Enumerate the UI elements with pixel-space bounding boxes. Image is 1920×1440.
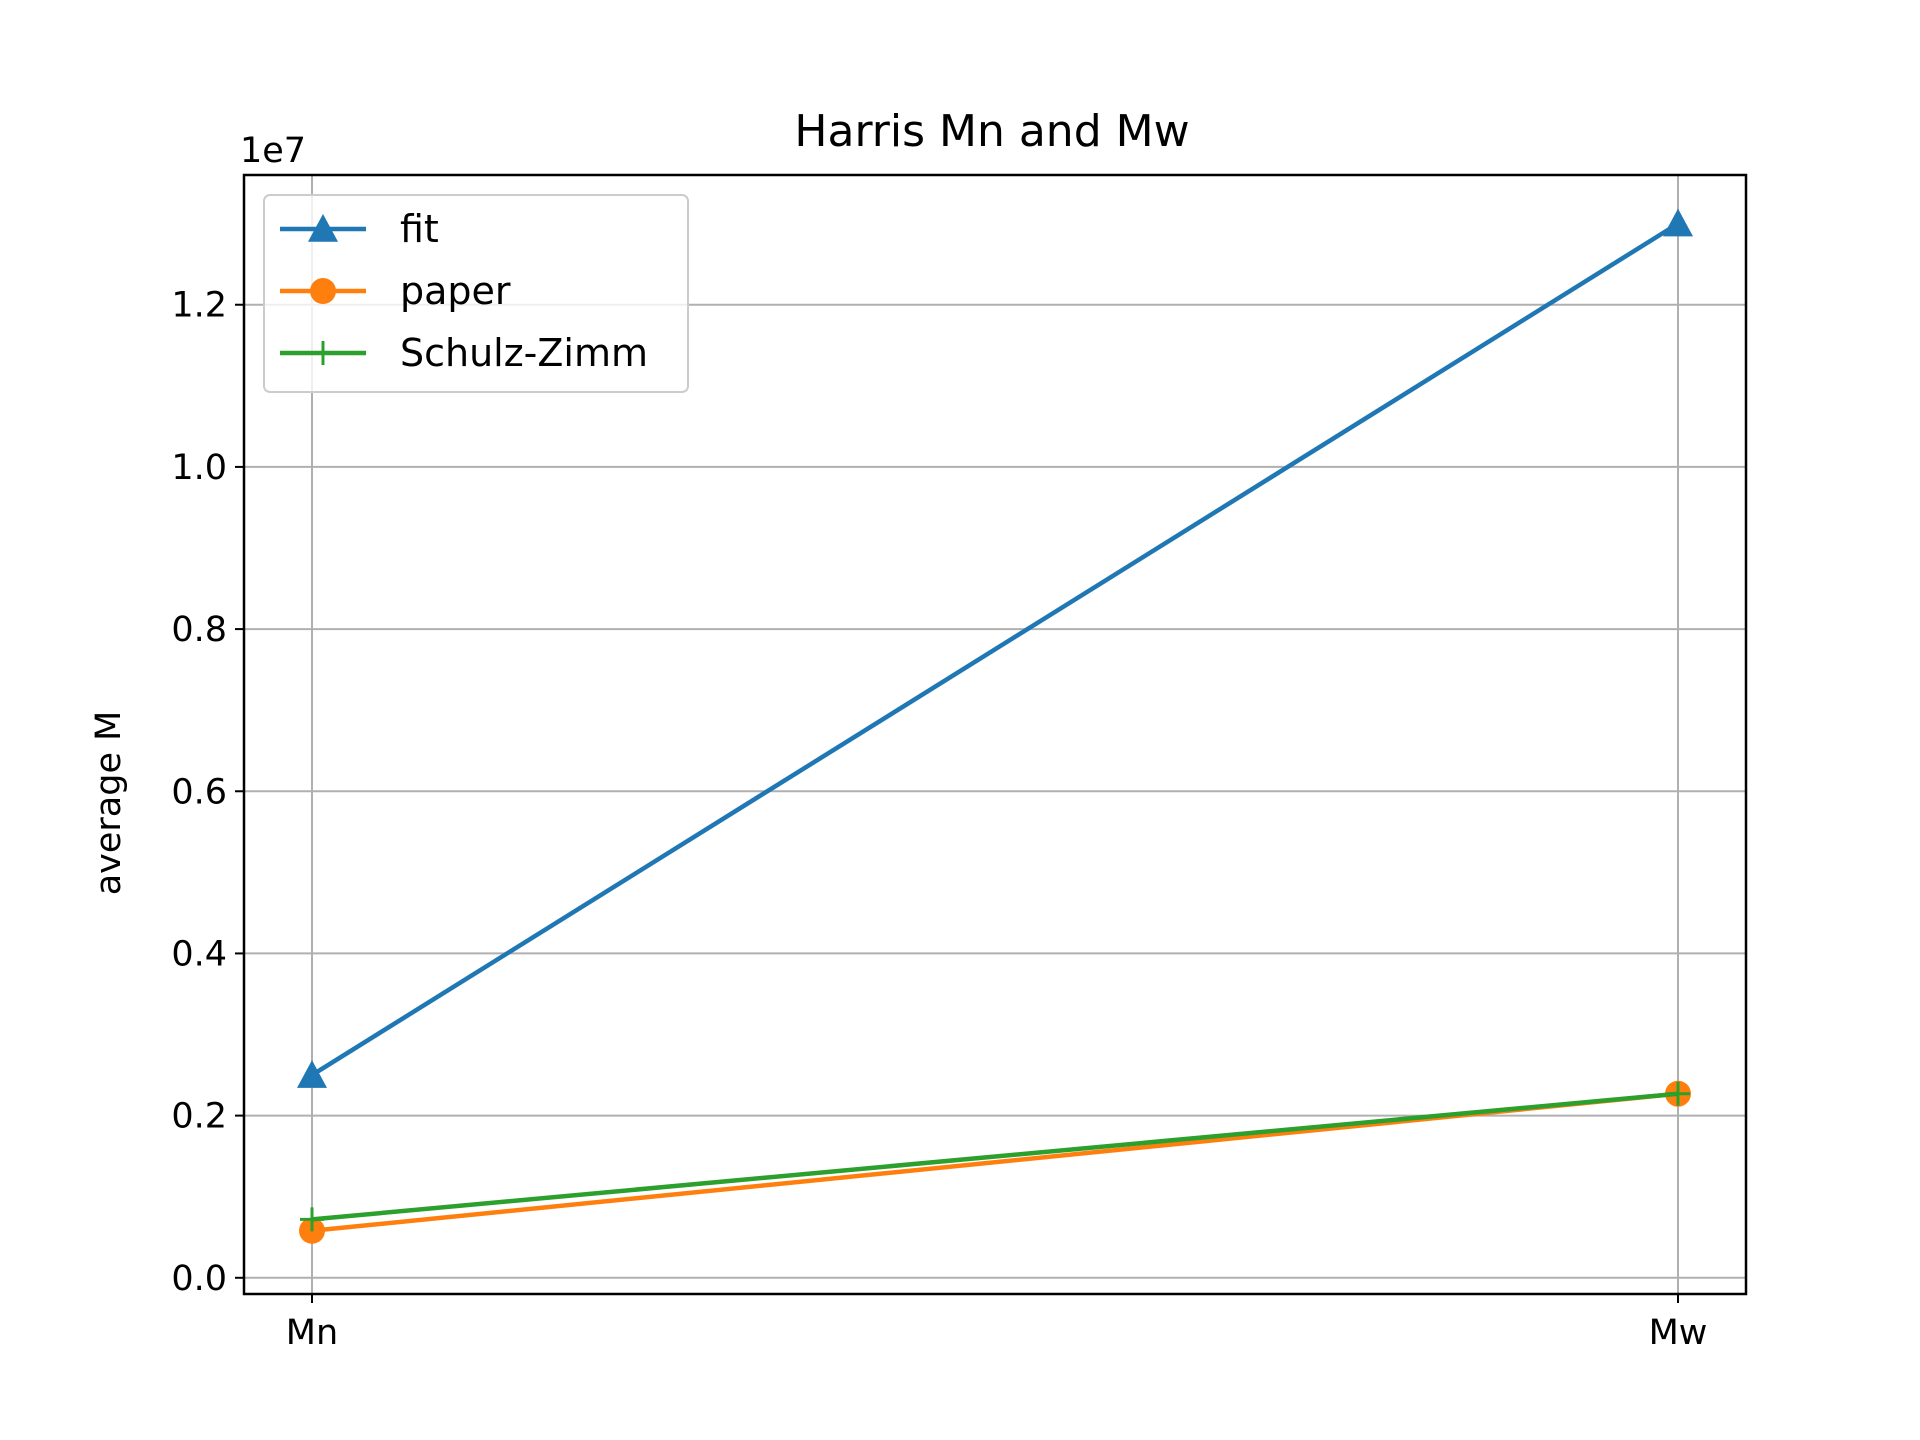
- x-tick-label: Mw: [1649, 1313, 1708, 1353]
- y-tick-label: 1.0: [171, 448, 227, 488]
- tick-layer: 0.0 0.2 0.4 0.6 0.8 1.0 1.2 Mn Mw: [171, 286, 1707, 1353]
- y-tick-label: 1.2: [171, 286, 227, 326]
- y-tick-label: 0.4: [171, 934, 227, 974]
- legend-label-fit: fit: [400, 207, 439, 251]
- legend-label-schulz-zimm: Schulz-Zimm: [400, 331, 648, 375]
- plot-frame: [242, 173, 1748, 1296]
- legend-marker-fit: [308, 214, 338, 242]
- x-tick-label: Mn: [286, 1313, 338, 1353]
- data-point-schulz-zimm: [1666, 1081, 1690, 1106]
- y-tick-label: 0.0: [171, 1259, 227, 1299]
- legend-marker-paper: [310, 278, 336, 304]
- data-point-fit: [297, 1060, 327, 1088]
- legend-label-paper: paper: [400, 269, 511, 313]
- series-layer: [297, 208, 1693, 1244]
- chart-title: Harris Mn and Mw: [794, 106, 1189, 157]
- y-axis-label: average M: [89, 711, 129, 896]
- data-point-schulz-zimm: [300, 1207, 324, 1232]
- y-tick-label: 0.2: [171, 1097, 227, 1137]
- legend-frame: [263, 194, 689, 393]
- data-point-fit: [1663, 208, 1693, 237]
- legend-marker-schulz-zimm: [311, 341, 335, 365]
- y-tick-label: 0.8: [171, 610, 227, 650]
- series-line-fit: [310, 221, 1680, 1077]
- series-line-schulz-zimm: [311, 1091, 1679, 1222]
- y-axis-offset-label: 1e7: [240, 131, 306, 171]
- legend: fit paper Schulz-Zimm: [263, 194, 689, 393]
- y-tick-label: 0.6: [171, 772, 227, 812]
